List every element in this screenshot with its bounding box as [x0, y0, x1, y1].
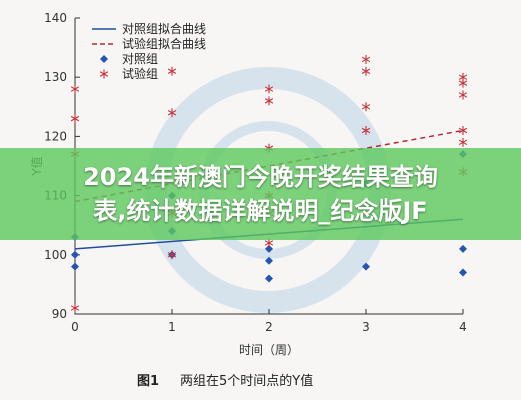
trial-point [361, 54, 371, 64]
trial-point [361, 125, 371, 135]
trial-point [458, 137, 468, 147]
x-tick-label: 2 [265, 320, 273, 334]
trial-point [70, 84, 80, 94]
trial-point [361, 66, 371, 76]
control-point [265, 274, 273, 283]
banner-line-2: 表,统计数据详解说明_纪念版JF [93, 197, 428, 225]
trial-point [167, 250, 177, 260]
control-point [71, 250, 79, 259]
x-tick-label: 1 [168, 320, 176, 334]
trial-point [70, 114, 80, 124]
trial-point [70, 303, 80, 313]
legend-swatch-asterisk [99, 69, 109, 79]
trial-point [361, 102, 371, 112]
trial-point [458, 90, 468, 100]
trial-point [458, 78, 468, 88]
y-tick-label: 120 [44, 129, 67, 143]
legend-label: 对照组 [122, 52, 158, 66]
y-tick-label: 100 [44, 248, 67, 262]
x-tick-label: 0 [71, 320, 79, 334]
legend-swatch-diamond [100, 55, 108, 63]
x-tick-label: 4 [459, 320, 467, 334]
figure-caption-label: 图1 [137, 374, 159, 389]
trial-point [264, 84, 274, 94]
legend-label: 对照组拟合曲线 [122, 21, 206, 36]
control-point [265, 256, 273, 265]
control-point [459, 244, 467, 253]
y-tick-label: 90 [52, 307, 67, 321]
y-tick-label: 140 [44, 11, 67, 25]
legend-label: 试验组 [122, 66, 158, 81]
trial-point [264, 96, 274, 106]
control-point [459, 268, 467, 277]
x-tick-label: 3 [362, 320, 370, 334]
legend-label: 试验组拟合曲线 [122, 36, 206, 51]
trial-point [167, 66, 177, 76]
control-point [265, 244, 273, 253]
overlay-banner: 2024年新澳门今晚开奖结果查询 表,统计数据详解说明_纪念版JF [0, 148, 521, 240]
trial-point [167, 108, 177, 118]
y-tick-label: 130 [44, 70, 67, 84]
control-point [71, 262, 79, 271]
x-axis-label: 时间（周） [239, 343, 299, 357]
trial-point [458, 125, 468, 135]
banner-line-1: 2024年新澳门今晚开奖结果查询 [83, 163, 438, 191]
figure-caption-text: 两组在5个时间点的Y值 [180, 373, 313, 389]
control-point [362, 262, 370, 271]
